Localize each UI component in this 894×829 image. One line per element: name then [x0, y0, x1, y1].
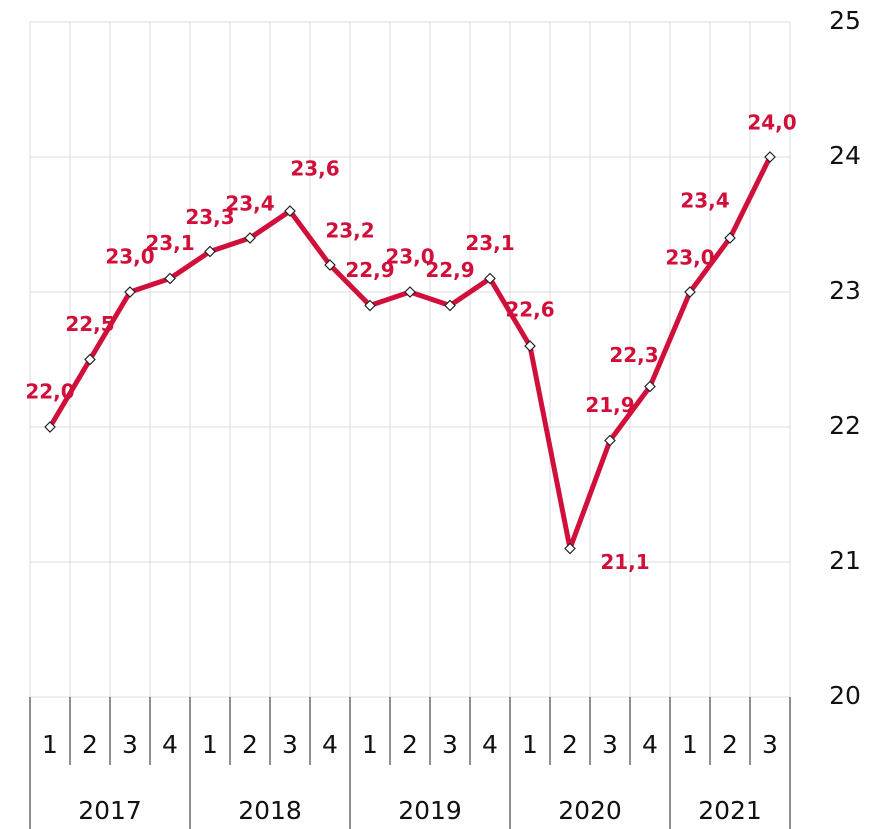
data-point	[324, 259, 336, 271]
x-tick-label: 3	[762, 730, 778, 759]
x-tick-label: 1	[682, 730, 698, 759]
data-label: 22,0	[25, 380, 74, 404]
data-point	[164, 272, 176, 285]
x-tick-label: 3	[122, 730, 138, 759]
x-tick-label: 4	[162, 730, 178, 759]
data-point	[564, 542, 576, 555]
x-tick-label: 4	[322, 730, 338, 759]
x-tick-label: 2	[242, 730, 258, 759]
data-label: 22,6	[505, 298, 554, 322]
x-tick-label: 1	[202, 730, 218, 759]
x-tick-label: 1	[522, 730, 538, 759]
x-tick-label: 4	[482, 730, 498, 759]
data-point	[124, 286, 136, 298]
y-tick-label: 21	[829, 546, 861, 575]
data-point	[404, 286, 416, 298]
data-label: 23,1	[145, 231, 194, 255]
data-label: 23,2	[325, 219, 374, 243]
data-point	[444, 299, 456, 312]
data-label: 22,3	[609, 343, 658, 367]
data-label: 21,1	[600, 550, 649, 574]
x-tick-label: 2	[562, 730, 578, 759]
data-point	[684, 286, 696, 298]
data-point	[604, 434, 616, 447]
data-label: 23,0	[105, 245, 154, 269]
data-point	[204, 245, 216, 258]
data-point	[364, 299, 376, 312]
data-label: 23,4	[680, 189, 729, 213]
data-point	[644, 380, 656, 393]
data-label: 21,9	[585, 393, 634, 417]
data-point	[724, 232, 736, 244]
x-tick-label: 2	[402, 730, 418, 759]
data-label: 24,0	[747, 111, 796, 135]
data-line	[47, 155, 773, 551]
data-label: 22,9	[425, 258, 474, 282]
data-point	[44, 421, 56, 433]
data-point	[764, 151, 776, 163]
data-point	[284, 205, 296, 217]
data-label: 23,0	[385, 245, 434, 269]
x-group-label: 2018	[238, 796, 302, 825]
x-tick-label: 3	[602, 730, 618, 759]
data-point	[524, 340, 536, 352]
x-group-label: 2019	[398, 796, 462, 825]
y-tick-label: 22	[829, 411, 861, 440]
data-label: 22,5	[65, 312, 114, 336]
data-point	[84, 353, 96, 366]
x-tick-label: 2	[82, 730, 98, 759]
x-tick-label: 1	[362, 730, 378, 759]
data-label: 23,6	[290, 157, 339, 181]
data-point	[244, 232, 256, 244]
x-tick-label: 3	[282, 730, 298, 759]
data-point	[484, 272, 496, 285]
data-label: 23,3	[185, 205, 234, 229]
data-label: 23,4	[225, 192, 274, 216]
x-tick-label: 2	[722, 730, 738, 759]
x-group-label: 2017	[78, 796, 142, 825]
x-group-label: 2020	[558, 796, 622, 825]
x-group-label: 2021	[698, 796, 762, 825]
y-tick-label: 20	[829, 681, 861, 710]
x-tick-label: 1	[42, 730, 58, 759]
x-tick-label: 3	[442, 730, 458, 759]
y-tick-label: 25	[829, 6, 861, 35]
y-tick-label: 24	[829, 141, 861, 170]
y-tick-label: 23	[829, 276, 861, 305]
data-label: 23,0	[665, 246, 714, 270]
x-tick-label: 4	[642, 730, 658, 759]
data-label: 23,1	[465, 231, 514, 255]
data-label: 22,9	[345, 258, 394, 282]
